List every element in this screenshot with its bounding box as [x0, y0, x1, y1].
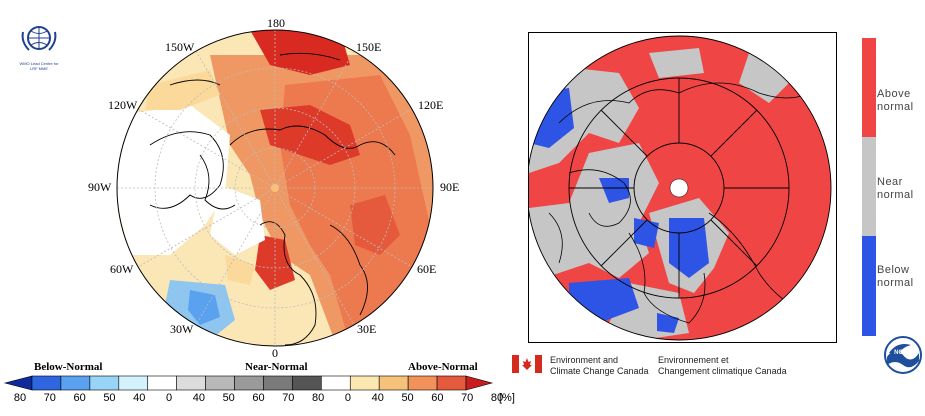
lon-label-120e: 120E: [418, 98, 444, 112]
eccc-fr-line2: Changement climatique Canada: [658, 366, 787, 376]
lon-label-150w: 150W: [165, 40, 195, 54]
lon-label-60w: 60W: [110, 262, 134, 276]
left-probability-map: [116, 29, 434, 347]
wmo-emblem-icon: [21, 26, 57, 51]
colorbar-tick-label: 60: [73, 392, 86, 404]
right-tercile-map: [528, 32, 837, 343]
colorbar-tick-label: 50: [103, 392, 116, 404]
legend-above-label: Above normal: [877, 88, 914, 114]
lon-label-30e: 30E: [357, 322, 377, 336]
right-legend-bar: [862, 38, 876, 336]
colorbar-title-below: Below-Normal: [34, 361, 103, 373]
eccc-fr-line1: Environnement et: [658, 355, 729, 365]
colorbar-segment: [234, 375, 264, 391]
colorbar-tick-label: 80: [490, 392, 504, 404]
colorbar-segment: [89, 375, 120, 391]
legend-below-line2: normal: [877, 277, 914, 289]
noaa-logo-text: NOAA: [894, 350, 912, 356]
legend-near-line1: Near: [877, 176, 903, 188]
wmo-text-line2: LRF MME: [30, 66, 48, 71]
colorbar-unit: [%]: [499, 392, 515, 404]
wmo-logo: WMO Lead Centre for LRF MME: [14, 22, 64, 71]
colorbar-segment: [407, 375, 438, 391]
legend-near-segment: [862, 137, 876, 236]
colorbar-tick-label: 70: [282, 392, 295, 404]
legend-near-line2: normal: [877, 189, 914, 201]
colorbar-arrow-left: [3, 375, 33, 391]
lon-label-90e: 90E: [440, 180, 460, 194]
colorbar-segment: [349, 375, 380, 391]
lon-label-60e: 60E: [417, 262, 437, 276]
colorbar-tick-label: 80: [13, 392, 27, 404]
colorbar-tick-label: 0: [166, 392, 173, 404]
colorbar-tick-label: 50: [401, 392, 414, 404]
lon-label-180: 180: [267, 16, 285, 30]
colorbar-tick-label: 70: [461, 392, 474, 404]
lon-label-30w: 30W: [170, 322, 194, 336]
eccc-en-line2: Climate Change Canada: [550, 366, 649, 376]
colorbar-segment: [147, 375, 177, 391]
noaa-logo-icon: NOAA: [884, 336, 922, 374]
legend-near-label: Near normal: [877, 176, 914, 202]
colorbar-segment: [118, 375, 149, 391]
colorbar-tick-label: 40: [371, 392, 384, 404]
colorbar-tick-label: 40: [133, 392, 146, 404]
canada-flag-icon: [512, 355, 542, 373]
colorbar-segment: [263, 375, 293, 391]
eccc-english-name: Environment and Climate Change Canada: [550, 355, 649, 377]
colorbar-tick-label: 0: [344, 392, 351, 404]
colorbar-segment: [205, 375, 235, 391]
colorbar-segment: [436, 375, 467, 391]
legend-above-segment: [862, 38, 876, 137]
colorbar-tick-label: 40: [192, 392, 205, 404]
colorbar-segments: [31, 375, 467, 391]
legend-above-line1: Above: [877, 88, 911, 100]
colorbar-title-above: Above-Normal: [408, 361, 478, 373]
colorbar-segment: [31, 375, 62, 391]
left-colorbar: [3, 375, 494, 391]
eccc-french-name: Environnement et Changement climatique C…: [658, 355, 787, 377]
colorbar-tick-label: 60: [252, 392, 265, 404]
colorbar-segment: [321, 375, 351, 391]
colorbar-tick-label: 80: [312, 392, 325, 404]
colorbar-segment: [292, 375, 322, 391]
colorbar-segment: [176, 375, 206, 391]
colorbar-segment: [378, 375, 409, 391]
lon-label-120w: 120W: [108, 98, 138, 112]
colorbar-segment: [60, 375, 91, 391]
wmo-text-line1: WMO Lead Centre for: [19, 61, 59, 66]
eccc-en-line1: Environment and: [550, 355, 619, 365]
colorbar-arrow-right: [465, 375, 494, 391]
lon-label-150e: 150E: [356, 40, 382, 54]
lon-label-0: 0: [272, 346, 278, 360]
legend-below-segment: [862, 236, 876, 336]
colorbar-tick-label: 60: [431, 392, 444, 404]
legend-above-line2: normal: [877, 101, 914, 113]
legend-below-line1: Below: [877, 264, 910, 276]
legend-below-label: Below normal: [877, 264, 914, 290]
colorbar-tick-label: 70: [43, 392, 56, 404]
lon-label-90w: 90W: [88, 180, 112, 194]
colorbar-title-near: Near-Normal: [245, 361, 308, 373]
colorbar-tick-label: 50: [222, 392, 235, 404]
